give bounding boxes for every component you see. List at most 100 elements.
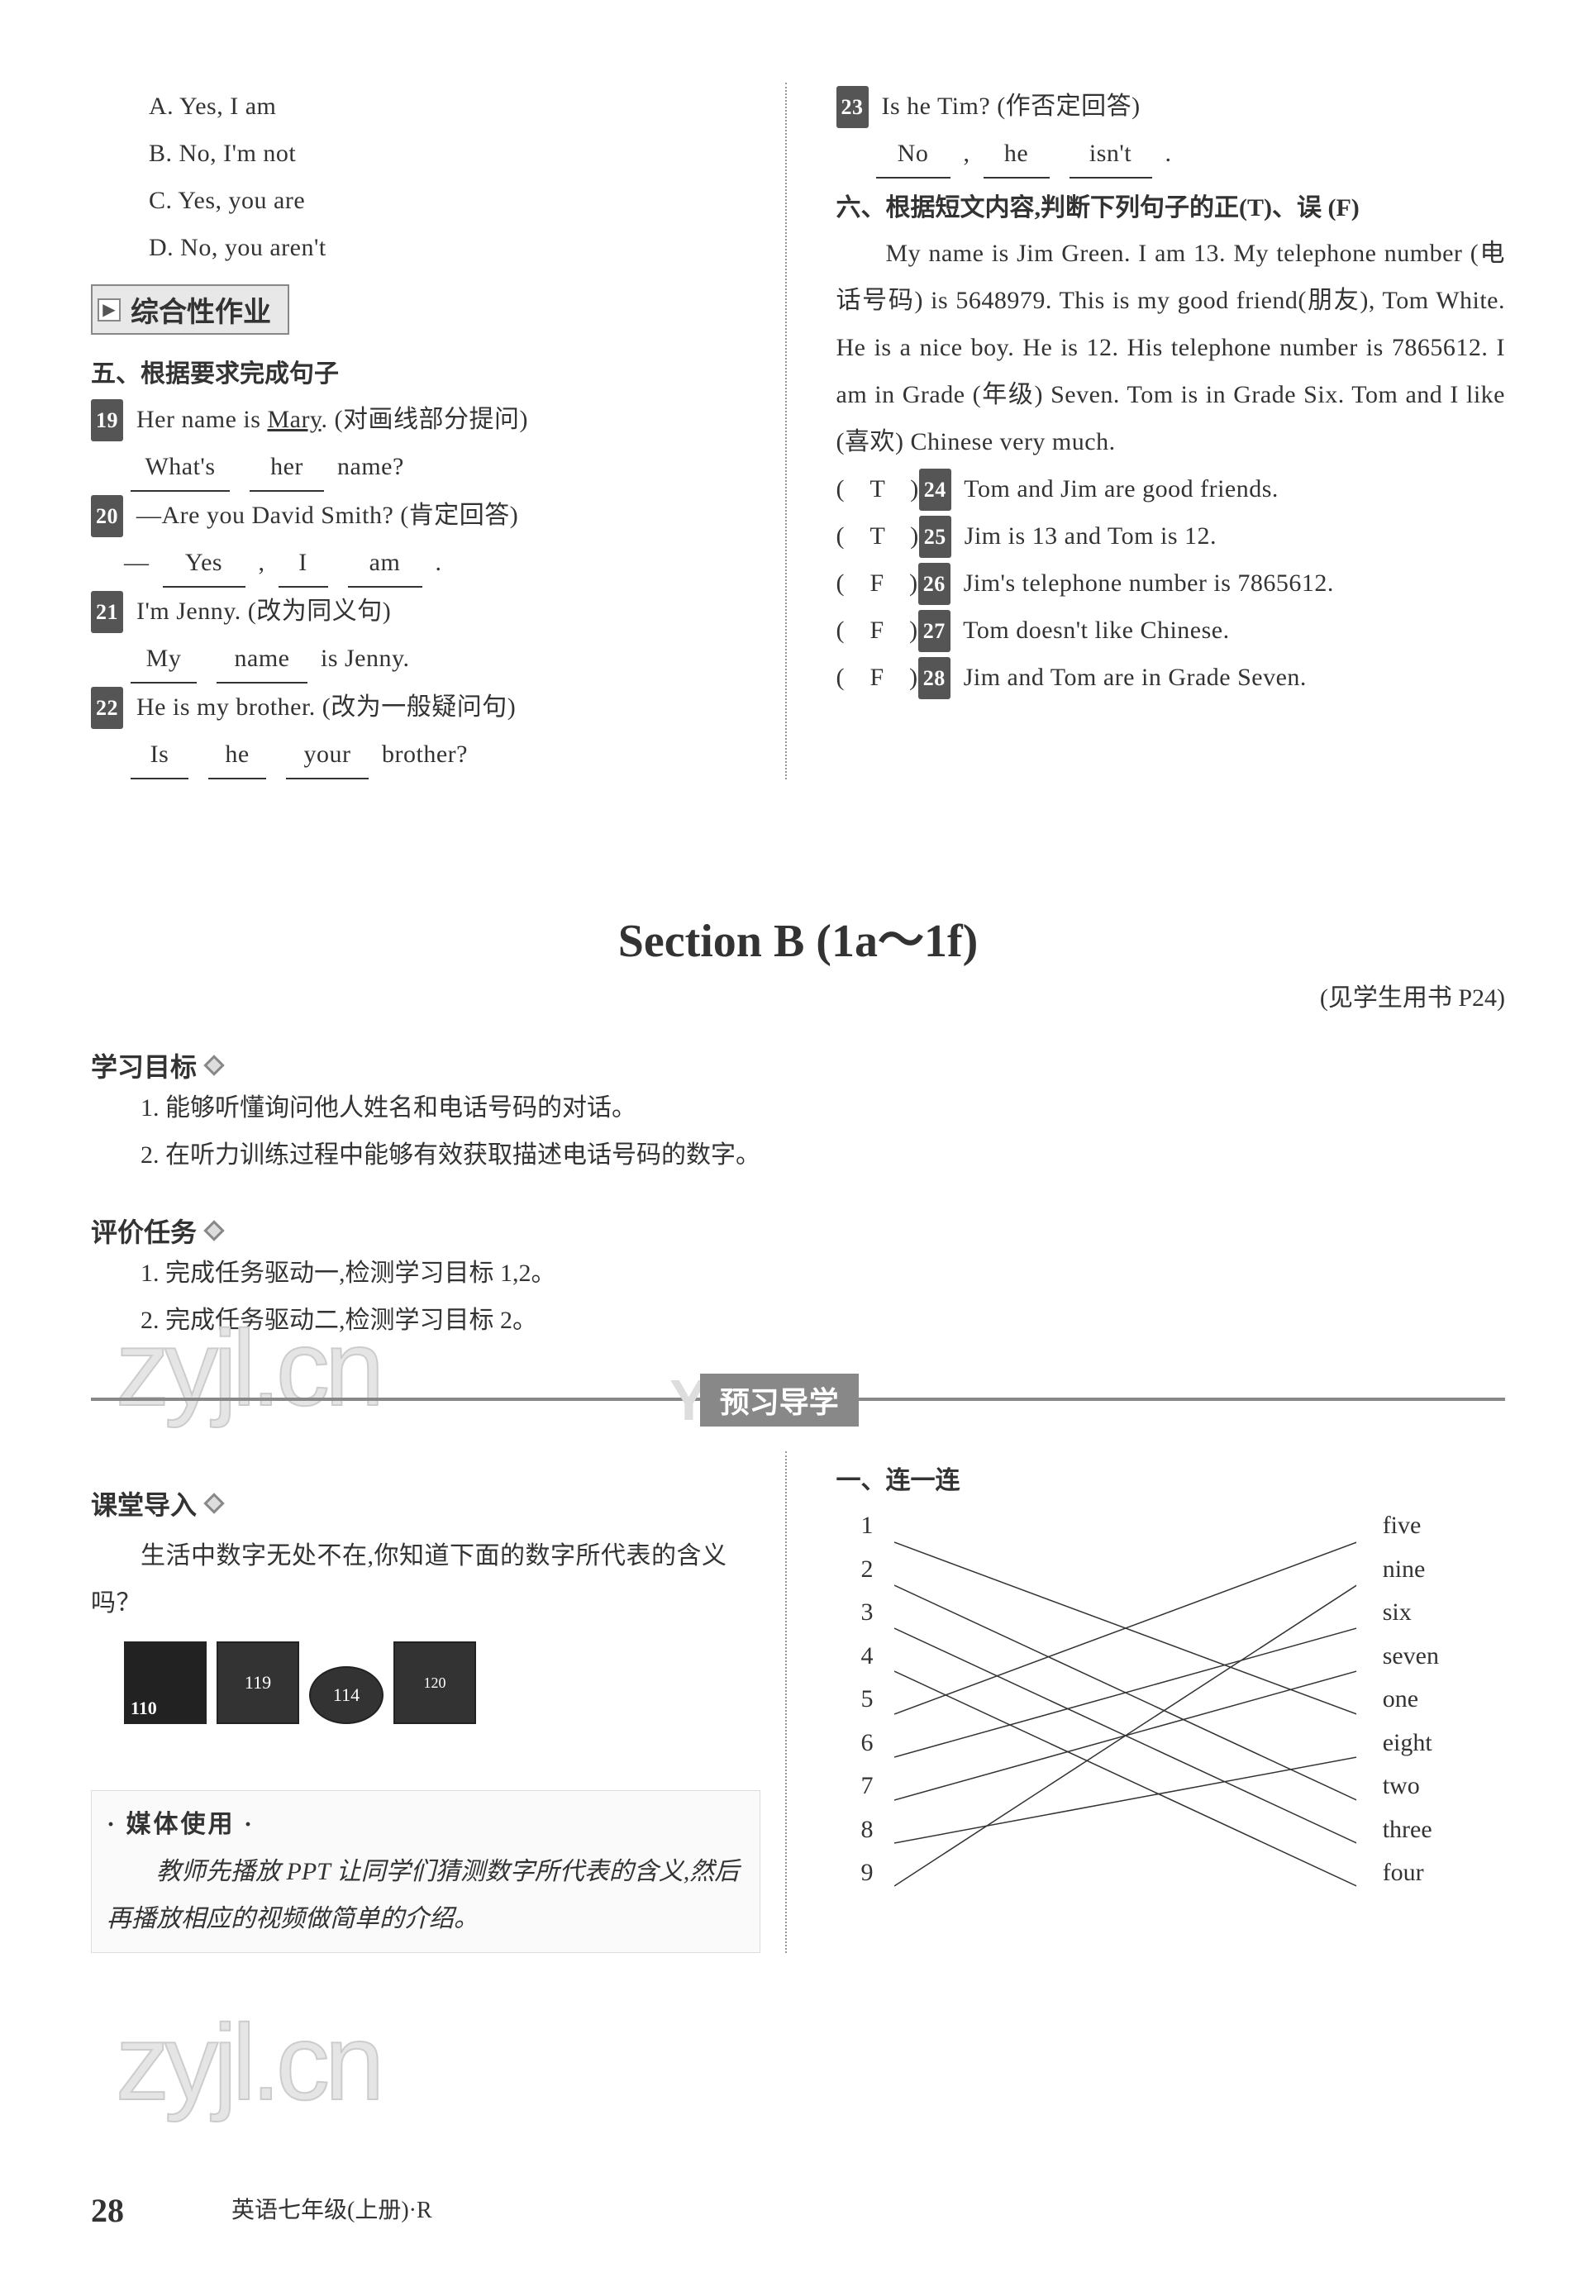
goals-label: 学习目标 — [91, 1046, 1505, 1084]
number-images: 110 119 114 120 — [124, 1641, 760, 1724]
bottom-left-column: 课堂导入 生活中数字无处不在,你知道下面的数字所代表的含义吗？ 110 119 … — [91, 1451, 787, 1953]
match-right-item: five — [1383, 1504, 1439, 1548]
q20-blank3[interactable]: am — [348, 539, 422, 588]
q21-answer: My name is Jenny. — [91, 635, 760, 684]
q19-underlined: Mary — [267, 406, 321, 433]
tf-item: ( T )24 Tom and Jim are good friends. — [836, 465, 1506, 512]
q20-p2: . — [436, 549, 442, 576]
qnum-20: 20 — [91, 495, 123, 537]
tf-text: Jim's telephone number is 7865612. — [964, 569, 1334, 597]
diamond-icon — [203, 1493, 224, 1513]
match-right-item: nine — [1383, 1548, 1439, 1592]
q23: 23 Is he Tim? (作否定回答) — [836, 83, 1506, 130]
img-119: 119 — [217, 1641, 299, 1724]
q21-blank2[interactable]: name — [217, 635, 307, 684]
match-line — [894, 1628, 1357, 1757]
q21-tail: is Jenny. — [321, 645, 410, 672]
match-right-item: three — [1383, 1808, 1439, 1852]
q20-text: —Are you David Smith? (肯定回答) — [136, 502, 518, 529]
q19: 19 Her name is Mary. (对画线部分提问) — [91, 396, 760, 443]
top-right-column: 23 Is he Tim? (作否定回答) No , he isn't . 六、… — [836, 83, 1506, 779]
img-110: 110 — [124, 1641, 207, 1724]
tf-text: Jim is 13 and Tom is 12. — [965, 522, 1217, 550]
arrow-icon: ▶ — [98, 298, 121, 322]
q21-blank1[interactable]: My — [131, 635, 197, 684]
q23-blank3[interactable]: isn't — [1070, 130, 1152, 179]
qnum-19: 19 — [91, 399, 123, 441]
comprehensive-header-text: 综合性作业 — [131, 289, 271, 330]
goal-2: 2. 在听力训练过程中能够有效获取描述电话号码的数字。 — [91, 1131, 1505, 1179]
q19-answer: What's her name? — [91, 443, 760, 492]
tf-item: ( F )27 Tom doesn't like Chinese. — [836, 607, 1506, 654]
banner-tag: 预习导学 — [700, 1374, 859, 1427]
q19-text-a: Her name is — [136, 406, 267, 433]
goal-1: 1. 能够听懂询问他人姓名和电话号码的对话。 — [91, 1084, 1505, 1131]
task-2: 2. 完成任务驱动二,检测学习目标 2。 — [91, 1297, 1505, 1344]
q22-blank3[interactable]: your — [286, 731, 369, 779]
match-right-item: one — [1383, 1678, 1439, 1722]
q19-text-b: . (对画线部分提问) — [322, 406, 528, 433]
match-left-item: 7 — [861, 1765, 874, 1808]
q23-answer: No , he isn't . — [836, 130, 1506, 179]
subhead-5: 五、根据要求完成句子 — [91, 353, 760, 389]
tf-mark: T — [870, 475, 885, 503]
match-right-item: two — [1383, 1765, 1439, 1808]
match-left-list: 123456789 — [861, 1504, 874, 1895]
tasks-label: 评价任务 — [91, 1212, 1505, 1250]
top-columns: A. Yes, I am B. No, I'm not C. Yes, you … — [91, 83, 1505, 779]
q19-blank1[interactable]: What's — [131, 443, 230, 492]
q20-dash: — — [124, 549, 150, 576]
tf-text: Tom doesn't like Chinese. — [963, 617, 1229, 644]
q22-answer: Is he your brother? — [91, 731, 760, 779]
q19-tail: name? — [337, 453, 404, 480]
option-d: D. No, you aren't — [91, 224, 760, 271]
tf-text: Jim and Tom are in Grade Seven. — [964, 664, 1307, 691]
tf-item: ( F )28 Jim and Tom are in Grade Seven. — [836, 654, 1506, 701]
qnum-23: 23 — [836, 86, 869, 128]
q23-blank2[interactable]: he — [984, 130, 1050, 179]
match-left-item: 5 — [861, 1678, 874, 1722]
match-left-item: 2 — [861, 1548, 874, 1592]
match-right-item: seven — [1383, 1635, 1439, 1679]
q22-blank1[interactable]: Is — [131, 731, 188, 779]
tf-list: ( T )24 Tom and Jim are good friends.( T… — [836, 465, 1506, 701]
qnum-22: 22 — [91, 687, 123, 729]
matching-exercise: 123456789 fiveninesixsevenoneeighttwothr… — [836, 1504, 1506, 1901]
q23-text: Is he Tim? (作否定回答) — [882, 93, 1141, 120]
img-120: 120 — [393, 1641, 476, 1724]
media-text: 教师先播放 PPT 让同学们猜测数字所代表的含义,然后再播放相应的视频做简单的介… — [107, 1848, 745, 1942]
q22: 22 He is my brother. (改为一般疑问句) — [91, 684, 760, 731]
tf-item: ( T )25 Jim is 13 and Tom is 12. — [836, 512, 1506, 560]
tf-item: ( F )26 Jim's telephone number is 786561… — [836, 560, 1506, 607]
section-title: Section B (1a～1f) — [91, 903, 1505, 970]
match-line — [894, 1585, 1357, 1886]
option-a: A. Yes, I am — [91, 83, 760, 130]
classroom-intro-text: 课堂导入 — [91, 1484, 197, 1522]
tf-mark: F — [870, 664, 884, 691]
q20-answer: — Yes , I am . — [91, 539, 760, 588]
match-line — [894, 1671, 1357, 1886]
q20-p1: , — [259, 549, 265, 576]
q20-blank1[interactable]: Yes — [163, 539, 245, 588]
classroom-intro-label: 课堂导入 — [91, 1484, 760, 1522]
tf-mark: F — [870, 617, 884, 644]
media-title: · 媒体使用 · — [107, 1801, 745, 1848]
q21: 21 I'm Jenny. (改为同义句) — [91, 588, 760, 635]
section-ref: (见学生用书 P24) — [91, 977, 1505, 1013]
page-number: 28 — [91, 2191, 124, 2230]
match-line — [894, 1757, 1357, 1843]
img-114: 114 — [309, 1666, 384, 1724]
match-left-item: 3 — [861, 1591, 874, 1635]
diamond-icon — [203, 1220, 224, 1241]
intro-text: 生活中数字无处不在,你知道下面的数字所代表的含义吗？ — [91, 1532, 760, 1627]
match-left-item: 9 — [861, 1851, 874, 1895]
tf-mark: T — [870, 522, 885, 550]
watermark: zyjl.cn — [116, 2000, 379, 2124]
q23-blank1[interactable]: No — [876, 130, 950, 179]
tf-num: 27 — [918, 610, 950, 652]
top-left-column: A. Yes, I am B. No, I'm not C. Yes, you … — [91, 83, 787, 779]
comprehensive-header: ▶ 综合性作业 — [91, 284, 289, 335]
q19-blank2[interactable]: her — [250, 443, 324, 492]
q22-blank2[interactable]: he — [208, 731, 266, 779]
q20-blank2[interactable]: I — [279, 539, 328, 588]
